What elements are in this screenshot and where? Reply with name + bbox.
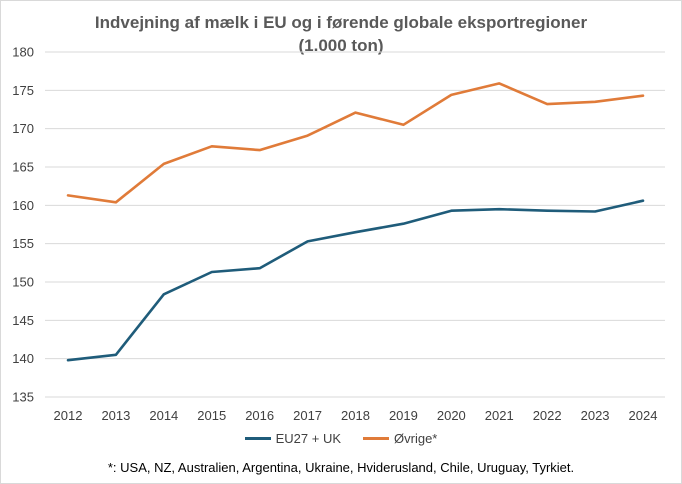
x-tick-label: 2015 (197, 408, 226, 423)
series-line-oevrige (66, 82, 645, 204)
y-tick-label: 160 (12, 198, 34, 213)
x-tick-label: 2018 (341, 408, 370, 423)
chart-subtitle: (1.000 ton) (298, 36, 384, 55)
y-tick-label: 150 (12, 275, 34, 290)
legend-label-eu: EU27 + UK (275, 431, 342, 446)
gridlines (45, 51, 665, 398)
legend-item-eu: EU27 + UK (244, 431, 342, 446)
y-tick-label: 165 (12, 160, 34, 175)
x-tick-label: 2021 (485, 408, 514, 423)
x-tick-label: 2017 (293, 408, 322, 423)
legend-swatch-eu (244, 437, 271, 440)
legend: EU27 + UK Øvrige* (0, 431, 682, 446)
x-tick-label: 2022 (533, 408, 562, 423)
y-tick-label: 155 (12, 236, 34, 251)
x-tick-label: 2013 (101, 408, 130, 423)
y-tick-label: 180 (12, 45, 34, 60)
series-lines (66, 82, 645, 362)
x-tick-label: 2023 (581, 408, 610, 423)
chart-title: Indvejning af mælk i EU og i førende glo… (94, 13, 588, 32)
x-tick-label: 2020 (437, 408, 466, 423)
series-line-eu (66, 199, 645, 362)
y-tick-label: 175 (12, 83, 34, 98)
y-tick-label: 145 (12, 313, 34, 328)
footnote: *: USA, NZ, Australien, Argentina, Ukrai… (107, 460, 575, 475)
legend-swatch-oevrige (363, 437, 390, 440)
x-axis-tick-labels: 2012 2013 2014 2015 2016 2017 2018 2019 2020 2021… (54, 408, 658, 423)
legend-item-oevrige: Øvrige* (363, 431, 437, 446)
x-tick-label: 2024 (629, 408, 658, 423)
x-tick-label: 2014 (149, 408, 178, 423)
x-tick-label: 2019 (389, 408, 418, 423)
y-tick-label: 140 (12, 351, 34, 366)
x-tick-label: 2012 (54, 408, 83, 423)
x-tick-label: 2016 (245, 408, 274, 423)
y-axis-tick-labels: 135 140 145 150 155 160 165 170 175 180 (12, 45, 34, 405)
legend-label-oevrige: Øvrige* (394, 431, 438, 446)
y-tick-label: 135 (12, 390, 34, 405)
y-tick-label: 170 (12, 121, 34, 136)
